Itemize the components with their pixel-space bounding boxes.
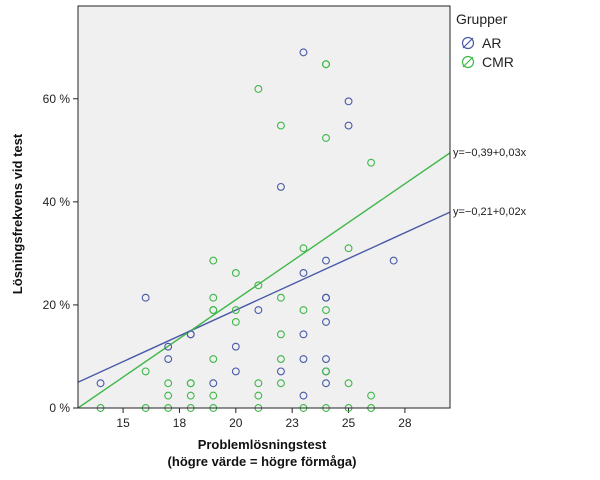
plot-frame (77, 5, 451, 409)
point-cmr (276, 330, 285, 339)
point-cmr (254, 281, 263, 290)
point-ar (254, 306, 263, 315)
point-cmr (254, 379, 263, 388)
point-cmr (299, 244, 308, 253)
legend-marker-line-ar (462, 37, 474, 49)
point-ar (322, 379, 330, 388)
point-ar (299, 391, 308, 400)
point-ar (322, 293, 330, 302)
legend: Grupper AR CMR (456, 11, 514, 70)
point-cmr (231, 306, 240, 315)
point-ar (209, 379, 218, 388)
fit-lines (77, 152, 451, 409)
point-ar (231, 367, 240, 376)
point-cmr (276, 379, 285, 388)
point-ar (389, 256, 398, 265)
point-cmr (141, 367, 150, 376)
point-ar (164, 355, 173, 363)
point-cmr (276, 121, 285, 130)
point-ar (96, 379, 105, 388)
point-cmr (164, 379, 173, 388)
point-cmr (209, 355, 218, 363)
y-axis-title: Lösningsfrekvens vid test (10, 133, 25, 294)
point-cmr (209, 391, 218, 400)
y-tick-label: 40 % (43, 195, 71, 209)
point-ar (164, 342, 173, 351)
point-cmr (231, 317, 240, 326)
point-cmr (322, 367, 330, 376)
point-ar (186, 330, 195, 339)
point-cmr (209, 293, 218, 302)
point-ar (322, 256, 330, 265)
x-axis-title: Problemlösningstest (198, 437, 327, 452)
point-ar (231, 342, 240, 351)
point-cmr (164, 391, 173, 400)
point-cmr (322, 306, 330, 315)
point-ar (299, 48, 308, 57)
point-cmr (344, 244, 353, 253)
point-ar (344, 121, 353, 130)
point-cmr (276, 355, 285, 363)
x-tick-label: 20 (229, 416, 243, 430)
point-cmr (209, 306, 218, 315)
x-tick-label: 23 (286, 416, 300, 430)
point-cmr (186, 379, 195, 388)
x-tick-label: 18 (173, 416, 187, 430)
fit-line-ar (77, 211, 451, 383)
y-tick-label: 20 % (43, 298, 71, 312)
point-cmr (276, 293, 285, 302)
legend-title: Grupper (456, 11, 508, 27)
point-ar (344, 97, 353, 106)
fit-equation-cmr: y=−0,39+0,03x (453, 147, 527, 159)
point-ar (322, 355, 330, 363)
legend-label-cmr: CMR (482, 54, 514, 70)
fit-line-cmr (77, 152, 451, 409)
point-cmr (209, 256, 218, 265)
x-axis-subtitle: (högre värde = högre förmåga) (168, 454, 357, 469)
point-cmr (254, 85, 263, 93)
point-cmr (367, 391, 376, 400)
plot-area (78, 6, 450, 408)
point-ar (299, 355, 308, 363)
legend-marker-cmr (461, 55, 475, 69)
legend-marker-ar (461, 36, 475, 50)
x-tick-label: 25 (342, 416, 356, 430)
point-cmr (299, 306, 308, 315)
point-ar (322, 317, 330, 326)
legend-label-ar: AR (482, 35, 501, 51)
point-ar (276, 367, 285, 376)
point-cmr (367, 158, 376, 167)
point-ar (299, 269, 308, 277)
point-ar (141, 293, 150, 302)
x-tick-label: 28 (398, 416, 412, 430)
y-axis: 0 % 20 % 40 % 60 % (43, 92, 78, 415)
fit-equation-labels: y=−0,21+0,02x y=−0,39+0,03x (453, 147, 527, 218)
legend-marker-line-cmr (462, 56, 474, 68)
fit-equation-ar: y=−0,21+0,02x (453, 206, 527, 218)
point-cmr (186, 391, 195, 400)
x-axis: 15 18 20 23 25 28 (116, 408, 412, 430)
y-tick-label: 0 % (49, 401, 70, 415)
x-tick-label: 15 (116, 416, 130, 430)
point-cmr (231, 269, 240, 277)
point-cmr (322, 133, 330, 142)
point-ar (276, 182, 285, 191)
y-tick-label: 60 % (43, 92, 71, 106)
point-cmr (254, 391, 263, 400)
point-cmr (344, 379, 353, 388)
point-cmr (322, 60, 330, 69)
point-ar (299, 330, 308, 339)
